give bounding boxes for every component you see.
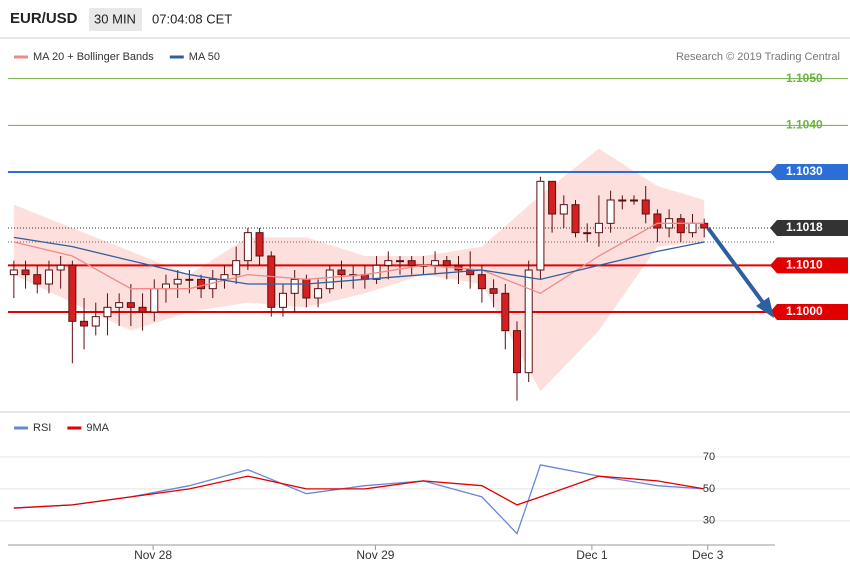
candle-body bbox=[56, 264, 65, 271]
y-tick-label: 70 bbox=[703, 451, 715, 463]
candle-body bbox=[618, 199, 627, 202]
candle-body bbox=[583, 232, 592, 235]
candle-body bbox=[407, 260, 416, 266]
level-box-tip bbox=[770, 304, 777, 320]
candle-body bbox=[606, 199, 615, 224]
level-box bbox=[777, 164, 848, 180]
candle-body bbox=[33, 274, 42, 285]
candle-body bbox=[653, 213, 662, 229]
candle-body bbox=[571, 204, 580, 234]
candle-body bbox=[466, 269, 475, 276]
bollinger-band bbox=[13, 148, 705, 392]
candle-body bbox=[150, 288, 159, 313]
candle-body bbox=[44, 269, 53, 285]
timeframe-box bbox=[89, 8, 142, 31]
candle-body bbox=[267, 255, 276, 308]
candle-body bbox=[641, 199, 650, 215]
ma-line bbox=[13, 222, 705, 295]
legend-label: RSI bbox=[33, 422, 51, 434]
copyright: Research © 2019 Trading Central bbox=[676, 51, 840, 63]
candle-body bbox=[629, 199, 639, 202]
candle-body bbox=[173, 278, 182, 285]
candle-body bbox=[337, 269, 346, 276]
candle-body bbox=[138, 306, 147, 313]
candle-body bbox=[536, 180, 545, 271]
level-box bbox=[777, 304, 848, 320]
candle-body bbox=[243, 232, 252, 262]
candle-body bbox=[688, 222, 697, 234]
candle-body bbox=[91, 316, 100, 327]
candle-body bbox=[384, 260, 393, 266]
candle-body bbox=[477, 274, 486, 290]
legend-label: MA 20 + Bollinger Bands bbox=[33, 51, 154, 63]
candle-body bbox=[325, 269, 334, 290]
candle-body bbox=[80, 320, 89, 327]
candle-body bbox=[559, 204, 568, 215]
candle-body bbox=[115, 302, 124, 308]
legend-label: MA 50 bbox=[189, 51, 220, 63]
level-label: 1.1010 bbox=[786, 258, 823, 272]
timeframe: 30 MIN bbox=[94, 11, 136, 26]
candle-body bbox=[548, 180, 557, 215]
y-tick-label: 50 bbox=[703, 483, 715, 495]
symbol: EUR/USD bbox=[10, 10, 78, 27]
level-box-tip bbox=[770, 257, 777, 274]
candle-body bbox=[68, 264, 77, 322]
candle-body bbox=[431, 260, 440, 266]
level-box bbox=[777, 220, 848, 236]
candle-body bbox=[232, 260, 241, 276]
candle-body bbox=[314, 288, 323, 299]
x-tick-label: Nov 29 bbox=[356, 548, 394, 562]
candle-body bbox=[278, 292, 287, 308]
candle-body bbox=[512, 330, 522, 374]
candle-body bbox=[197, 278, 206, 290]
indicator-line bbox=[13, 475, 705, 509]
candle-body bbox=[9, 269, 18, 276]
x-tick-label: Dec 3 bbox=[692, 548, 724, 562]
level-box-tip bbox=[770, 220, 777, 236]
time: 07:04:08 CET bbox=[152, 11, 232, 26]
ma-line bbox=[13, 236, 705, 285]
y-tick-label: 30 bbox=[703, 515, 715, 527]
level-label: 1.1000 bbox=[786, 304, 823, 318]
candle-body bbox=[501, 292, 510, 332]
candle-body bbox=[489, 288, 498, 294]
level-label: 1.1050 bbox=[786, 71, 823, 85]
candle-body bbox=[220, 274, 229, 280]
candle-body bbox=[161, 283, 170, 290]
candle-body bbox=[103, 306, 112, 318]
candle-body bbox=[302, 278, 311, 299]
candle-body bbox=[126, 302, 135, 308]
level-label: 1.1030 bbox=[786, 164, 823, 178]
candle-body bbox=[395, 260, 404, 263]
forecast-arrow bbox=[706, 226, 774, 318]
candle-body bbox=[21, 269, 30, 276]
level-box-tip bbox=[770, 164, 777, 180]
candle-body bbox=[442, 260, 451, 266]
level-label: 1.1040 bbox=[786, 118, 823, 132]
candle-body bbox=[185, 278, 194, 281]
candle-body bbox=[524, 269, 533, 374]
candle-body bbox=[594, 222, 603, 234]
x-tick-label: Dec 1 bbox=[576, 548, 608, 562]
level-label: 1.1018 bbox=[786, 220, 823, 234]
candle-body bbox=[255, 232, 264, 257]
candle-body bbox=[676, 218, 685, 234]
level-box bbox=[777, 257, 848, 274]
candle-body bbox=[290, 278, 299, 294]
candle-body bbox=[700, 222, 709, 229]
legend-label: 9MA bbox=[86, 422, 109, 434]
x-tick-label: Nov 28 bbox=[134, 548, 172, 562]
